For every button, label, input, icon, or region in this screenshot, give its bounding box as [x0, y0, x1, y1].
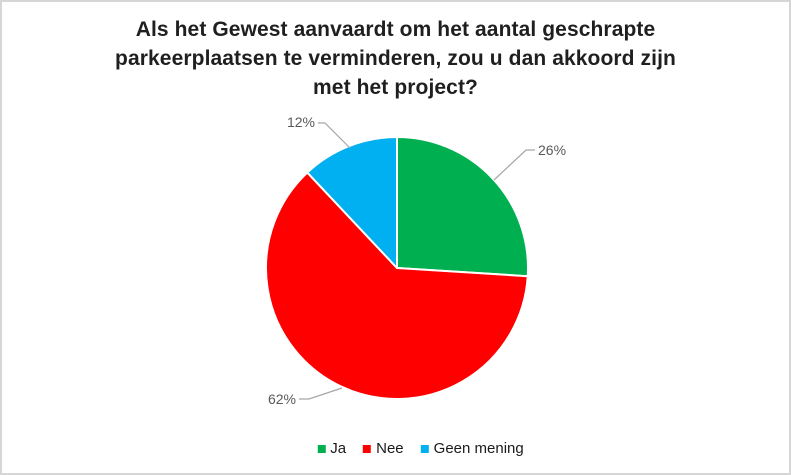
- data-label-geen-mening: 12%: [287, 114, 315, 130]
- legend-item-geen-mening: Geen mening: [420, 440, 524, 457]
- chart-title-line-3: met het project?: [313, 76, 478, 99]
- chart-title: Als het Gewest aanvaardt om het aantal g…: [2, 15, 789, 102]
- legend-item-nee: Nee: [363, 440, 404, 457]
- data-label-ja: 26%: [538, 142, 566, 158]
- chart-title-line-1: Als het Gewest aanvaardt om het aantal g…: [135, 18, 656, 41]
- legend-label-geen-mening: Geen mening: [433, 440, 524, 457]
- leader-line-ja: [493, 149, 535, 181]
- data-label-nee: 62%: [268, 391, 296, 407]
- legend-swatch-ja-icon: [317, 444, 326, 453]
- legend-swatch-geen-mening-icon: [420, 444, 429, 453]
- legend-label-ja: Ja: [330, 440, 347, 457]
- leader-line-nee: [299, 387, 343, 400]
- legend-item-ja: Ja: [317, 440, 346, 457]
- chart-legend: Ja Nee Geen mening: [317, 440, 524, 457]
- legend-label-nee: Nee: [376, 440, 404, 457]
- legend-swatch-nee-icon: [363, 444, 372, 453]
- leader-line-geen-mening: [318, 122, 351, 149]
- pie-slice-ja: [396, 136, 529, 278]
- pie-slice-nee: [265, 171, 529, 400]
- chart-title-line-2: parkeerplaatsen te verminderen, zou u da…: [115, 47, 676, 70]
